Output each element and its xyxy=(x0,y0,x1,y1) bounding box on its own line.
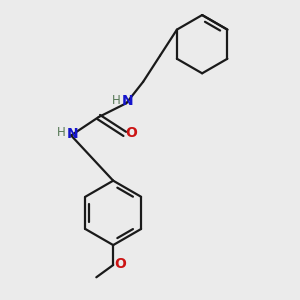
Text: H: H xyxy=(112,94,121,107)
Text: N: N xyxy=(122,94,133,108)
Text: O: O xyxy=(114,257,126,271)
Text: N: N xyxy=(67,127,78,141)
Text: H: H xyxy=(57,126,65,139)
Text: O: O xyxy=(126,126,137,140)
